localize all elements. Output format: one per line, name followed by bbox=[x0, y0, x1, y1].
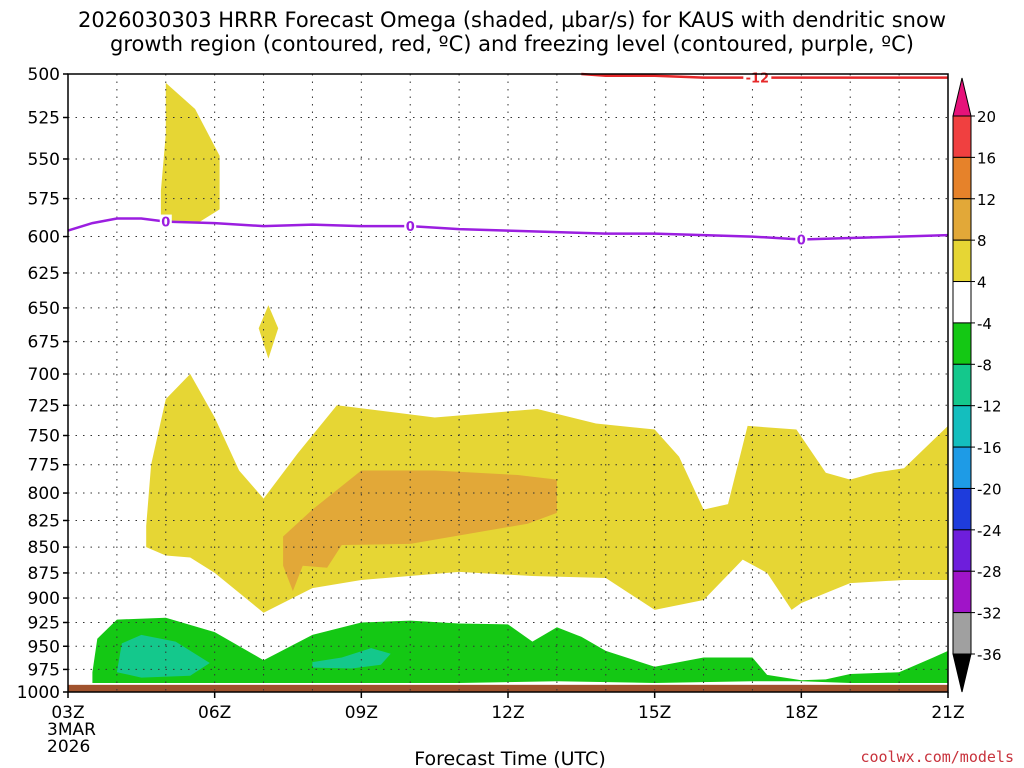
colorbar-label-28: -28 bbox=[977, 563, 1002, 581]
y-tick-label-925: 925 bbox=[28, 613, 60, 633]
contour-label-0-0: 0 bbox=[161, 216, 170, 231]
x-tick-label-03Z: 03Z bbox=[51, 703, 84, 723]
y-tick-label-525: 525 bbox=[28, 109, 60, 129]
x-tick-label-18Z: 18Z bbox=[785, 703, 818, 723]
x-tick-label-15Z: 15Z bbox=[638, 703, 671, 723]
y-tick-label-850: 850 bbox=[28, 538, 60, 558]
ground-band-rect bbox=[68, 684, 948, 692]
x-tick-label-06Z: 06Z bbox=[198, 703, 231, 723]
y-tick-label-800: 800 bbox=[28, 484, 60, 504]
contour-label-bg-0-0 bbox=[159, 214, 172, 228]
y-tick-label-600: 600 bbox=[28, 228, 60, 248]
y-tick-label-700: 700 bbox=[28, 365, 60, 385]
colorbar-label-20: 20 bbox=[977, 108, 996, 126]
colorbar-label-36: -36 bbox=[977, 646, 1002, 664]
y-tick-label-575: 575 bbox=[28, 190, 60, 210]
colorbar-box-8 bbox=[952, 446, 972, 489]
x-axis-label: Forecast Time (UTC) bbox=[414, 748, 605, 768]
colorbar-label-12: 12 bbox=[977, 191, 996, 209]
colorbar-label-8: -8 bbox=[977, 356, 992, 374]
grid-lines bbox=[68, 73, 948, 693]
y-tick-label-975: 975 bbox=[28, 660, 60, 680]
y-tick-label-875: 875 bbox=[28, 564, 60, 584]
y-tick-label-725: 725 bbox=[28, 396, 60, 416]
credit-text: coolwx.com/models bbox=[860, 748, 1014, 766]
colorbar-box-2 bbox=[952, 198, 972, 241]
colorbar-label-16: -16 bbox=[977, 439, 1002, 457]
y-tick-label-1000: 1000 bbox=[17, 683, 60, 703]
chart-title-line2: growth region (contoured, red, ºC) and f… bbox=[110, 32, 914, 56]
contour-lines: 0 0 0 -12 bbox=[67, 70, 949, 249]
contour-label-bg-0-2 bbox=[795, 232, 808, 246]
colorbar-box-11 bbox=[952, 570, 972, 614]
colorbar: 20 16 12 8 4 -4 -8 -12 -16 -20 -24 -28 -32 -36 bbox=[952, 77, 1002, 693]
colorbar-label-24: -24 bbox=[977, 522, 1002, 540]
x-tick-label-21Z: 21Z bbox=[931, 703, 964, 723]
ground-band bbox=[68, 684, 948, 692]
colorbar-label-8: 8 bbox=[977, 232, 987, 250]
colorbar-box-12 bbox=[952, 612, 972, 655]
x-tick-label-09Z: 09Z bbox=[345, 703, 378, 723]
colorbar-label-20: -20 bbox=[977, 480, 1002, 498]
colorbar-box-5 bbox=[952, 322, 972, 365]
omega-region-8-to-4-4 bbox=[92, 617, 948, 683]
contour-label-bg-0-1 bbox=[404, 219, 417, 233]
omega-region-12-to-8-5 bbox=[116, 634, 210, 678]
colorbar-box-1 bbox=[952, 156, 972, 200]
omega-region-8-to-12-3 bbox=[283, 470, 557, 592]
omega-region-12-to-8-6 bbox=[312, 648, 391, 669]
x-tick-label-12Z: 12Z bbox=[491, 703, 524, 723]
colorbar-box-0 bbox=[952, 115, 972, 158]
omega-shaded-regions bbox=[92, 82, 948, 683]
y-axis-ticks: 500 525 550 575 600 625 650 675 700 725 750 775 800 8… bbox=[17, 65, 68, 703]
y-tick-label-775: 775 bbox=[28, 456, 60, 476]
y-tick-label-950: 950 bbox=[28, 637, 60, 657]
y-tick-label-750: 750 bbox=[28, 427, 60, 447]
colorbar-bottom-triangle bbox=[952, 653, 972, 693]
colorbar-label-12: -12 bbox=[977, 398, 1002, 416]
contour-label-12-0: -12 bbox=[746, 72, 770, 87]
y-tick-label-500: 500 bbox=[28, 65, 60, 85]
colorbar-box-4 bbox=[952, 281, 972, 324]
x-axis-ticks: 03Z 06Z 09Z 12Z 15Z 18Z 21Z bbox=[51, 692, 965, 723]
y-tick-label-650: 650 bbox=[28, 299, 60, 319]
colorbar-label-4: -4 bbox=[977, 315, 992, 333]
contour-label-0-2: 0 bbox=[797, 234, 806, 249]
colorbar-box-9 bbox=[952, 487, 972, 531]
x-tick-date-line1: 3MAR bbox=[47, 720, 96, 740]
y-tick-label-900: 900 bbox=[28, 589, 60, 609]
omega-region-4-to-8-0 bbox=[160, 82, 220, 222]
colorbar-box-10 bbox=[952, 529, 972, 572]
colorbar-box-3 bbox=[952, 239, 972, 283]
y-tick-label-675: 675 bbox=[28, 333, 60, 353]
y-tick-label-625: 625 bbox=[28, 264, 60, 284]
colorbar-box-6 bbox=[952, 363, 972, 407]
colorbar-top-triangle bbox=[952, 77, 972, 117]
x-tick-date-line2: 2026 bbox=[47, 737, 90, 757]
y-tick-label-825: 825 bbox=[28, 511, 60, 531]
y-tick-label-550: 550 bbox=[28, 150, 60, 170]
colorbar-box-7 bbox=[952, 405, 972, 448]
omega-region-4-to-8-2 bbox=[258, 305, 279, 359]
contour-label-0-1: 0 bbox=[406, 220, 415, 235]
colorbar-label-4: 4 bbox=[977, 274, 987, 292]
colorbar-label-16: 16 bbox=[977, 149, 996, 167]
chart-title-line1: 2026030303 HRRR Forecast Omega (shaded, … bbox=[78, 8, 946, 32]
contour-0 bbox=[67, 217, 949, 241]
colorbar-label-32: -32 bbox=[977, 605, 1002, 623]
